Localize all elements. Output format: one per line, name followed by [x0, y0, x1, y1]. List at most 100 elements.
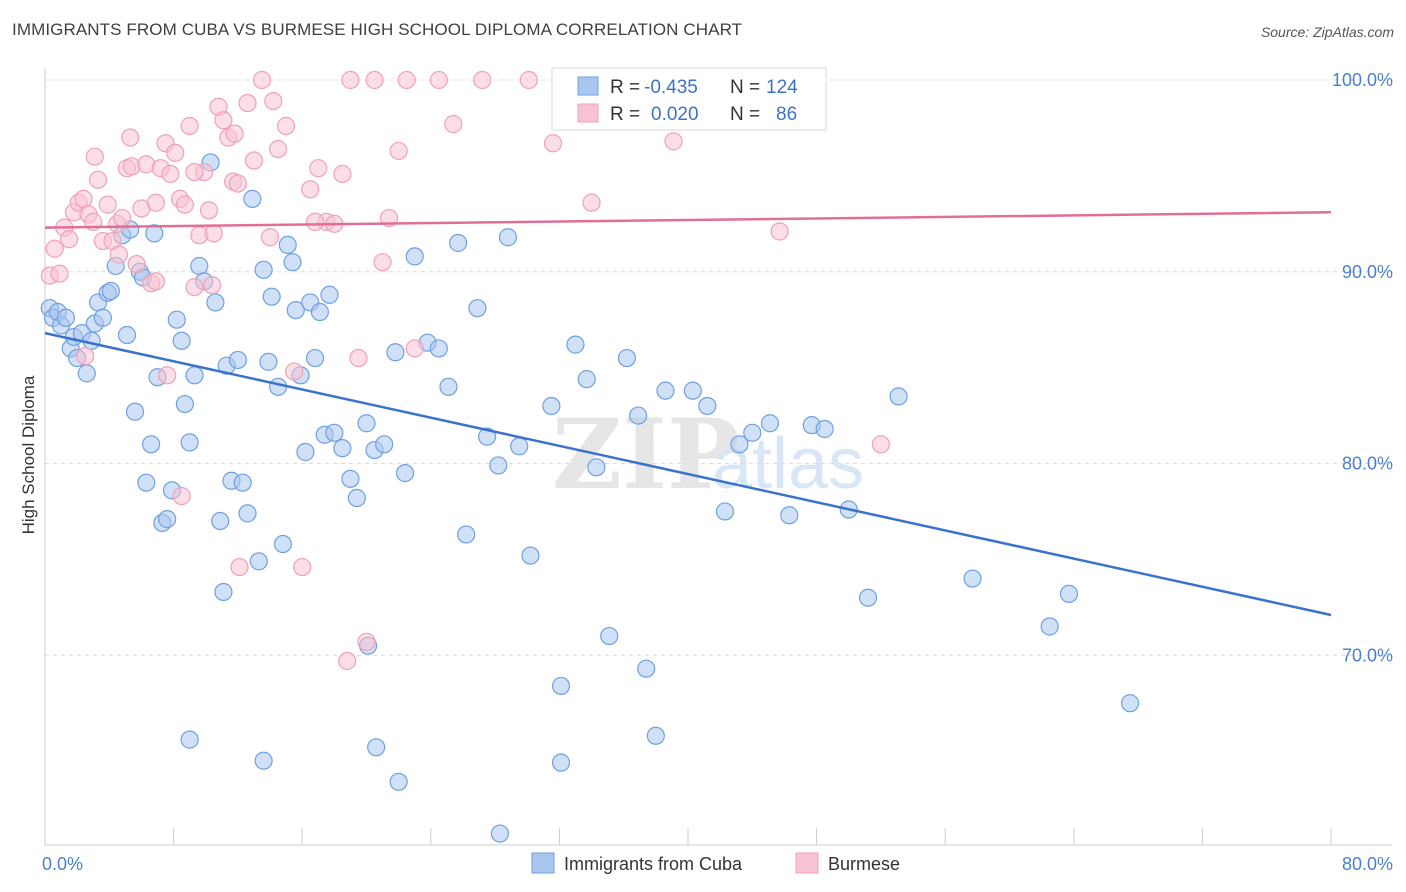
data-point [228, 350, 247, 370]
data-point [45, 239, 64, 258]
data-point [587, 458, 606, 477]
data-point [228, 174, 247, 193]
data-point [468, 299, 487, 318]
legend-label-burmese: Burmese [828, 854, 900, 874]
data-point [175, 195, 194, 214]
data-point [74, 189, 93, 208]
y-axis-label: High School Diploma [19, 375, 38, 534]
data-point [341, 469, 360, 488]
data-point [498, 228, 518, 247]
data-point [489, 456, 508, 475]
data-point [1040, 617, 1059, 636]
data-point [439, 377, 458, 396]
data-point [85, 147, 104, 166]
data-point [180, 433, 199, 452]
data-point [457, 525, 476, 544]
data-point [373, 253, 392, 272]
data-point [301, 180, 320, 199]
data-point [444, 115, 463, 134]
data-point [551, 753, 571, 772]
data-point [698, 396, 717, 416]
data-point [211, 511, 230, 531]
data-point [309, 159, 328, 178]
data-point [158, 510, 177, 529]
y-tick-label: 70.0% [1342, 645, 1393, 665]
data-point [617, 348, 637, 368]
data-point [551, 676, 571, 696]
trend-line-cuba [44, 331, 1332, 617]
data-point [233, 473, 252, 492]
data-point [125, 402, 145, 421]
data-point [349, 348, 368, 368]
data-point [50, 264, 69, 283]
data-point [113, 208, 132, 228]
stats-box: R = -0.435 N = 124 R = 0.020 N = 86 [551, 67, 827, 131]
data-point [206, 293, 225, 312]
data-point [117, 325, 137, 345]
data-point [60, 230, 79, 249]
data-point [254, 260, 273, 279]
stats-n-value-burmese: 86 [776, 104, 797, 125]
data-point [286, 301, 305, 320]
stats-swatch-burmese [577, 103, 599, 123]
data-point [347, 488, 366, 508]
data-point [273, 534, 293, 554]
data-point [254, 751, 273, 770]
data-point [386, 343, 405, 362]
data-point [305, 348, 325, 368]
data-point [405, 247, 424, 266]
data-point [238, 93, 257, 113]
stats-r-label-cuba: R = [610, 77, 640, 98]
data-point [715, 502, 735, 521]
data-point [341, 70, 360, 90]
data-point [230, 557, 249, 577]
stats-r-label-burmese: R = [610, 104, 640, 125]
data-point [871, 435, 891, 454]
data-point [204, 224, 223, 243]
trend-layer [44, 211, 1332, 617]
data-point [395, 463, 415, 483]
y-tick-label: 80.0% [1342, 454, 1393, 474]
data-point [243, 189, 262, 208]
source-label: Source: ZipAtlas.com [1260, 24, 1394, 40]
stats-n-label-cuba: N = [730, 77, 760, 98]
data-point [259, 352, 278, 371]
data-point [172, 486, 191, 506]
data-point [389, 772, 408, 791]
data-point [1059, 584, 1079, 603]
data-point [76, 347, 95, 366]
data-point [510, 437, 529, 456]
axes [44, 68, 1392, 846]
data-point [249, 552, 268, 571]
stats-n-value-cuba: 124 [766, 77, 798, 98]
data-point [365, 70, 384, 90]
data-point [167, 310, 186, 329]
data-point [310, 302, 329, 322]
data-point [357, 632, 376, 651]
data-point [429, 339, 448, 358]
data-point [449, 233, 468, 253]
data-point [185, 162, 204, 182]
data-point [815, 419, 834, 439]
data-point [296, 442, 315, 462]
data-point [283, 253, 302, 272]
data-point [146, 193, 166, 212]
data-point [305, 212, 325, 231]
data-point [285, 362, 304, 381]
data-point [1120, 694, 1140, 713]
data-point [477, 427, 497, 446]
data-point [566, 335, 585, 354]
data-point [293, 557, 312, 577]
data-point [145, 224, 164, 243]
data-point [98, 195, 117, 214]
data-point [101, 281, 121, 301]
legend-swatch-cuba [531, 852, 555, 874]
data-point [519, 70, 538, 90]
y-tick-labels: 70.0% 80.0% 90.0% 100.0% [1332, 70, 1393, 665]
data-point [405, 339, 424, 358]
data-point [656, 381, 675, 400]
stats-n-label-burmese: N = [730, 104, 760, 125]
data-point [141, 435, 161, 454]
legend-swatch-burmese [795, 852, 819, 874]
